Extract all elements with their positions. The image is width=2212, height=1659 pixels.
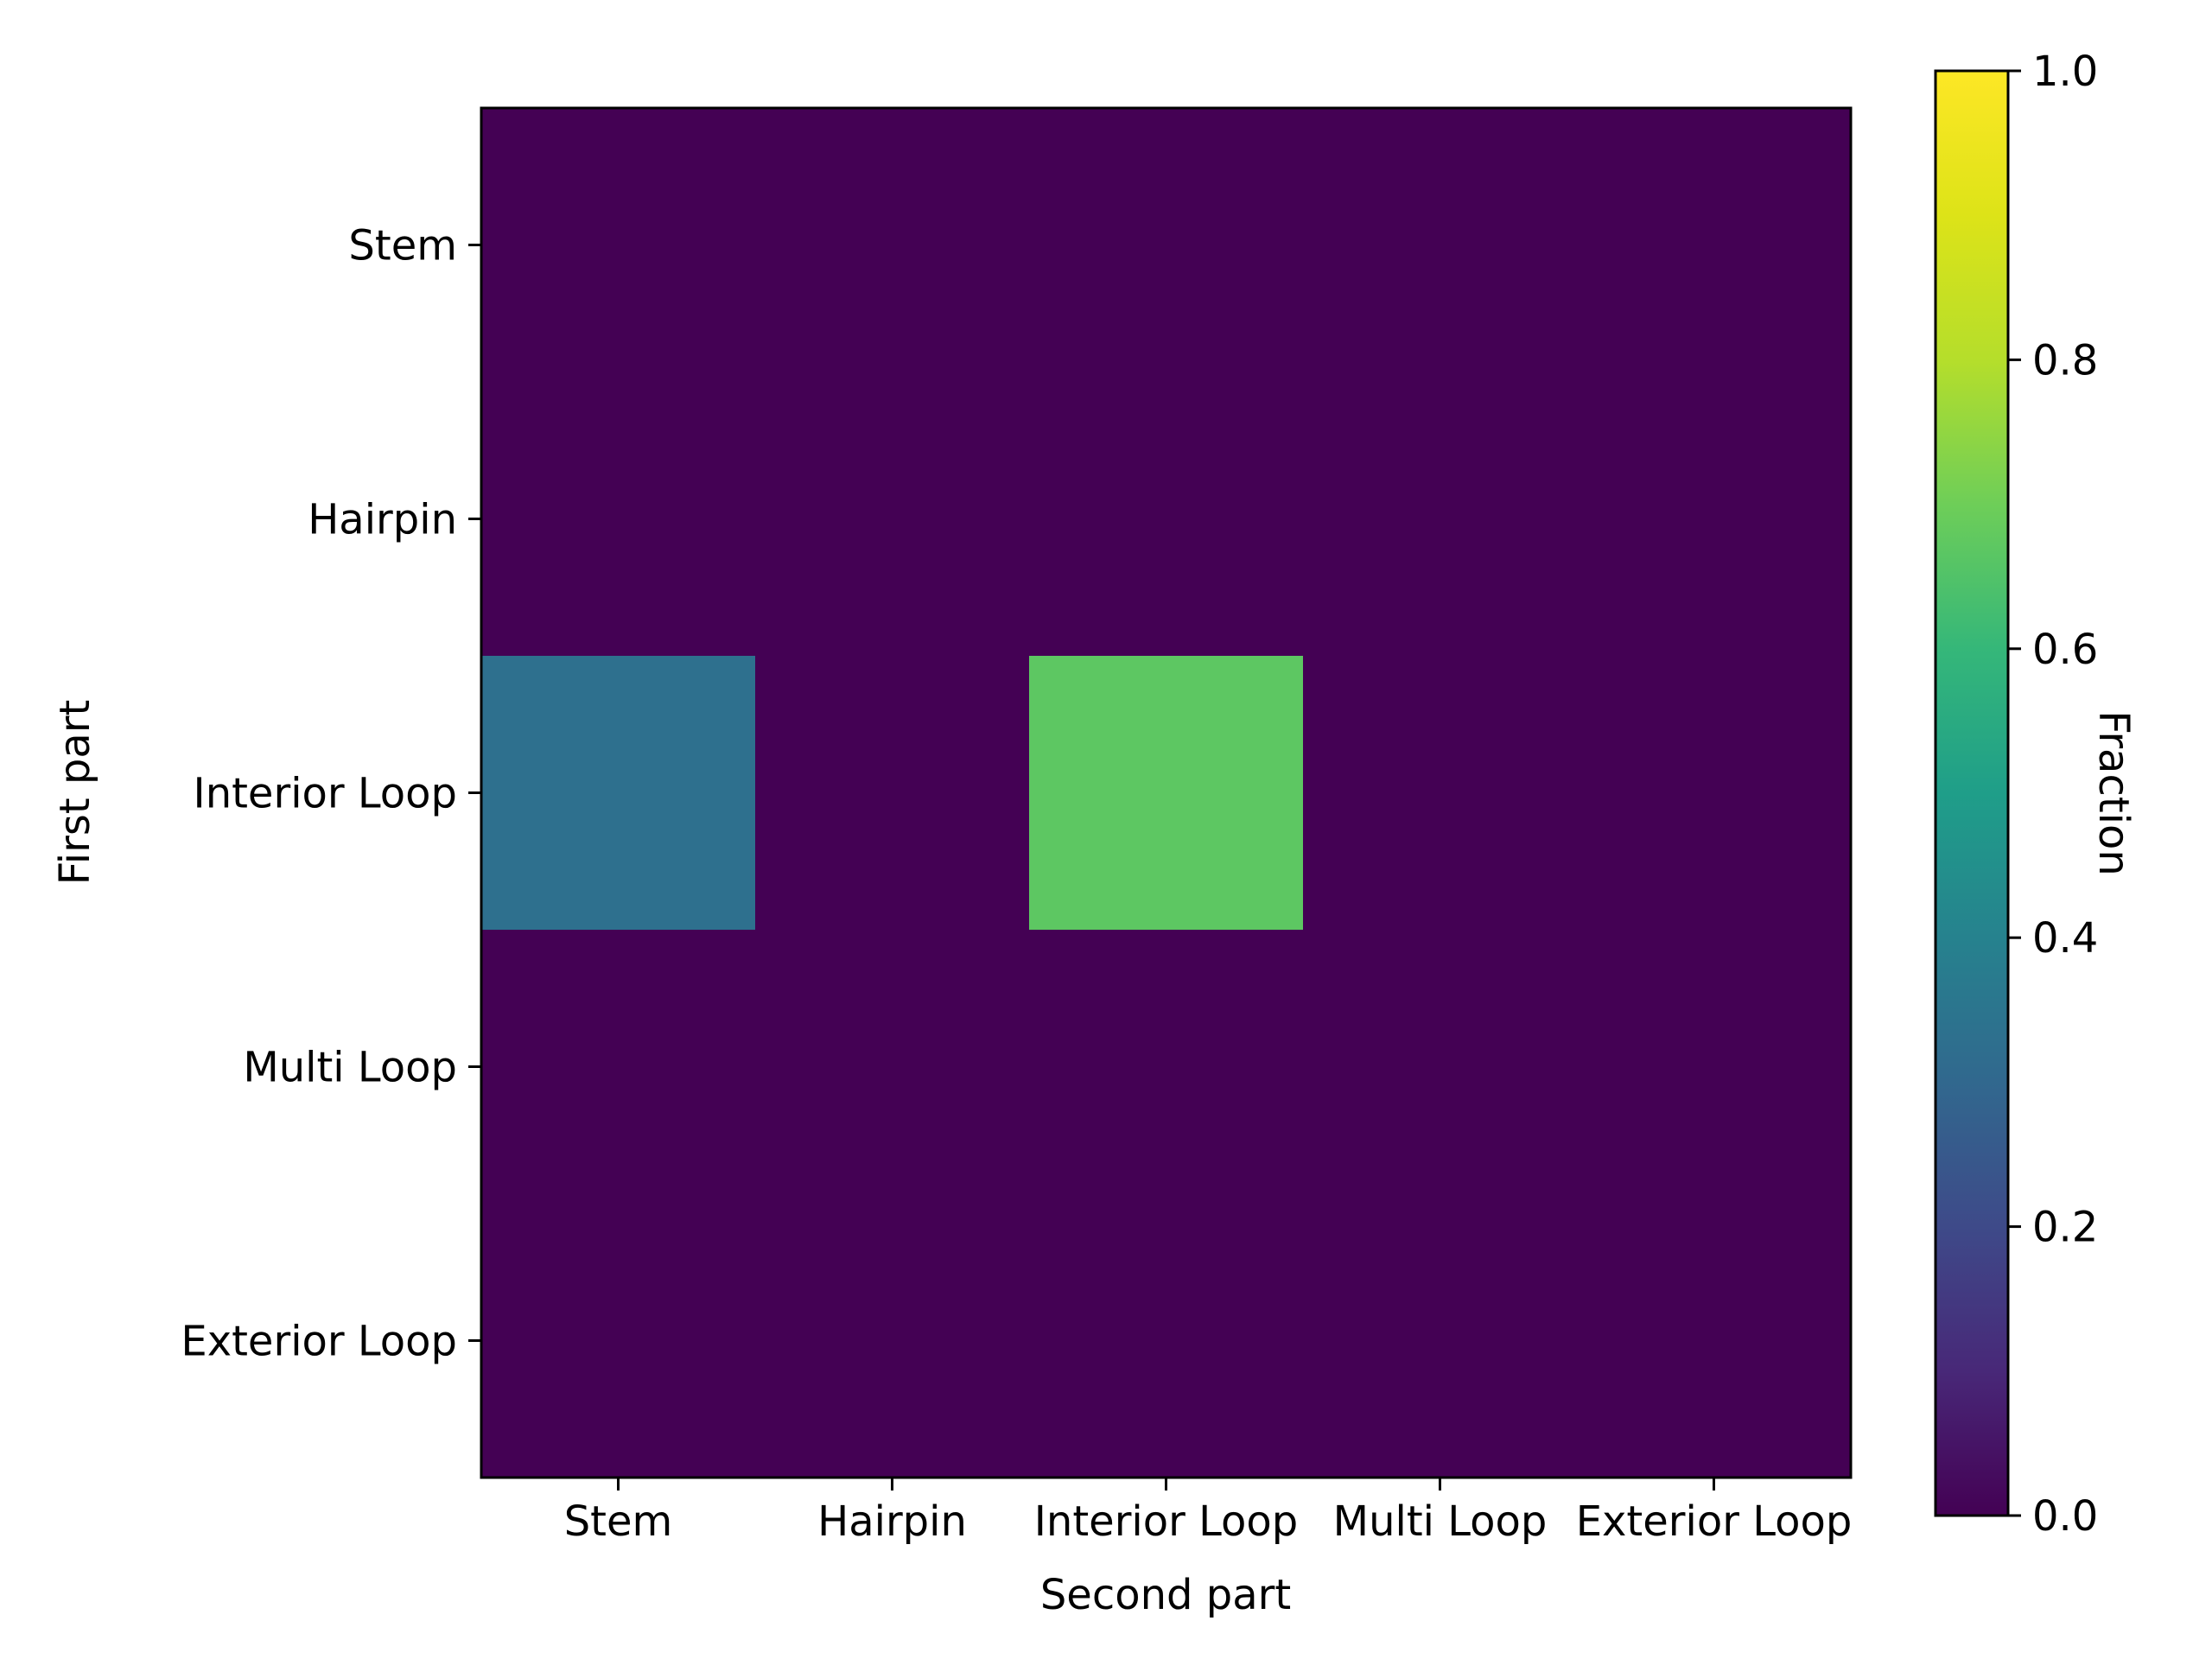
heatmap-cell: [755, 1204, 1030, 1478]
x-tick-label: Exterior Loop: [1576, 1497, 1853, 1546]
heatmap-cell: [1577, 108, 1852, 383]
heatmap-cell: [755, 382, 1030, 657]
heatmap-cell: [1303, 382, 1578, 657]
colorbar: [1934, 69, 2010, 1517]
heatmap-cell: [481, 1204, 756, 1478]
heatmap-cell: [1303, 1204, 1578, 1478]
heatmap-cell: [1303, 656, 1578, 931]
y-axis-label: First part: [51, 700, 99, 886]
heatmap-cell: [481, 656, 756, 931]
x-tick-label: Hairpin: [817, 1497, 967, 1546]
heatmap-cell: [1577, 382, 1852, 657]
colorbar-tick-label: 1.0: [2032, 48, 2098, 96]
heatmap-cell: [755, 930, 1030, 1205]
heatmap-cell: [1577, 656, 1852, 931]
x-axis-label: Second part: [1040, 1571, 1291, 1619]
x-tick-label: Stem: [564, 1497, 673, 1546]
heatmap-cell: [755, 108, 1030, 383]
x-tick-label: Interior Loop: [1034, 1497, 1298, 1546]
y-tick-label: Interior Loop: [194, 770, 457, 818]
heatmap-cell: [481, 382, 756, 657]
y-tick-label: Exterior Loop: [181, 1318, 457, 1366]
heatmap-cell: [1029, 108, 1304, 383]
heatmap-cell: [1577, 1204, 1852, 1478]
y-tick-label: Multi Loop: [243, 1044, 457, 1092]
y-axis-ticks: Stem Hairpin Interior Loop Multi Loop Exteri…: [181, 222, 481, 1366]
colorbar-tick-label: 0.8: [2032, 336, 2098, 385]
heatmap-cell: [481, 108, 756, 383]
heatmap-cells: [481, 108, 1852, 1478]
colorbar-tick-label: 0.2: [2032, 1204, 2098, 1252]
heatmap-cell: [755, 656, 1030, 931]
heatmap-cell: [1303, 108, 1578, 383]
x-axis-ticks: Stem Hairpin Interior Loop Multi Loop Exteri…: [564, 1478, 1853, 1546]
heatmap-cell: [1029, 1204, 1304, 1478]
colorbar-tick-label: 0.4: [2032, 914, 2098, 963]
heatmap-cell: [1029, 930, 1304, 1205]
colorbar-label: Fraction: [2089, 710, 2138, 876]
colorbar-tick-label: 0.0: [2032, 1492, 2098, 1541]
heatmap-cell: [1303, 930, 1578, 1205]
heatmap-cell: [1577, 930, 1852, 1205]
colorbar-ticks: 0.0 0.2 0.4 0.6 0.8 1.0: [2008, 48, 2098, 1541]
y-tick-label: Hairpin: [308, 496, 457, 544]
y-tick-label: Stem: [348, 222, 457, 270]
x-tick-label: Multi Loop: [1333, 1497, 1548, 1546]
heatmap-cell: [1029, 656, 1304, 931]
colorbar-tick-label: 0.6: [2032, 626, 2098, 674]
heatmap-cell: [1029, 382, 1304, 657]
heatmap-cell: [481, 930, 756, 1205]
